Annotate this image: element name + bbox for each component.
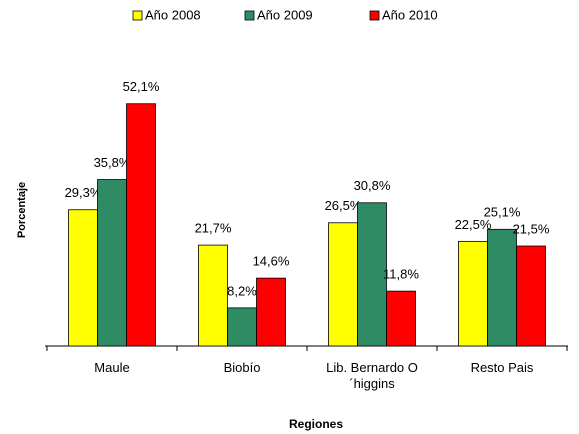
- bar: [458, 240, 488, 347]
- data-label: 22,5%: [455, 217, 492, 232]
- data-label: 30,8%: [354, 178, 391, 193]
- legend-swatch: [244, 10, 255, 21]
- data-label: 29,3%: [65, 185, 102, 200]
- x-tick-label: Resto Pais: [470, 360, 534, 375]
- data-label: 52,1%: [123, 79, 160, 94]
- legend-label: Año 2008: [145, 7, 201, 22]
- bar: [68, 209, 98, 347]
- data-label: 8,2%: [227, 283, 257, 298]
- bar: [487, 228, 517, 347]
- x-tick-label: Biobío: [223, 360, 261, 375]
- bar: [386, 290, 416, 347]
- legend-swatch: [132, 10, 143, 21]
- legend-swatch: [369, 10, 380, 21]
- bar: [357, 202, 387, 347]
- data-label: 21,5%: [513, 221, 550, 236]
- bar: [516, 245, 546, 347]
- x-tick-label: Lib. Bernardo O´higgins: [326, 360, 418, 391]
- bar: [256, 277, 286, 347]
- y-axis-label: Porcentaje: [16, 182, 28, 238]
- x-axis-label: Regiones: [289, 417, 343, 431]
- bar: [227, 307, 257, 347]
- data-label: 35,8%: [94, 155, 131, 170]
- legend-label: Año 2009: [257, 7, 313, 22]
- legend-label: Año 2010: [382, 7, 438, 22]
- x-tick-label: Maule: [94, 360, 130, 375]
- data-label: 14,6%: [253, 254, 290, 269]
- bar: [126, 103, 156, 347]
- bar: [97, 179, 127, 347]
- data-label: 26,5%: [325, 198, 362, 213]
- bar: [198, 244, 228, 347]
- bar: [328, 222, 358, 347]
- data-label: 21,7%: [195, 221, 232, 236]
- category-ticks: [46, 346, 568, 351]
- data-label: 25,1%: [484, 205, 521, 220]
- data-label: 11,8%: [383, 267, 419, 282]
